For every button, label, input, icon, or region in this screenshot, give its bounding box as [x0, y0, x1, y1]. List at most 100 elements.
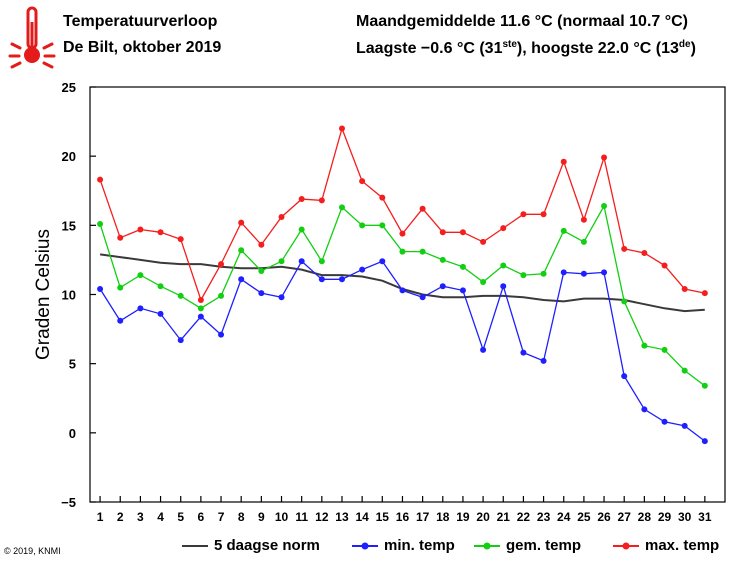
data-point-gem-temp	[399, 248, 406, 255]
data-point-min-temp	[419, 294, 426, 301]
legend-symbol	[182, 544, 208, 547]
data-point-max-temp	[500, 225, 507, 232]
data-point-min-temp	[480, 346, 487, 353]
data-point-max-temp	[298, 196, 305, 203]
data-point-gem-temp	[97, 220, 104, 227]
data-point-min-temp	[157, 310, 164, 317]
x-tick-label: 13	[335, 510, 349, 524]
x-tick-label: 18	[436, 510, 450, 524]
data-point-gem-temp	[621, 298, 628, 305]
data-point-gem-temp	[117, 284, 124, 291]
data-point-gem-temp	[661, 346, 668, 353]
data-point-min-temp	[97, 285, 104, 292]
data-point-min-temp	[298, 258, 305, 265]
data-point-gem-temp	[419, 248, 426, 255]
data-point-max-temp	[238, 219, 245, 226]
data-point-gem-temp	[218, 292, 225, 299]
x-tick-label: 9	[258, 510, 265, 524]
data-point-min-temp	[137, 305, 144, 312]
data-point-max-temp	[681, 285, 688, 292]
data-point-min-temp	[238, 276, 245, 283]
data-point-max-temp	[560, 158, 567, 165]
data-point-max-temp	[97, 176, 104, 183]
legend-item: min. temp	[352, 537, 455, 554]
x-tick-label: 24	[557, 510, 571, 524]
copyright: © 2019, KNMI	[4, 546, 61, 556]
data-point-max-temp	[419, 205, 426, 212]
data-point-max-temp	[480, 238, 487, 245]
x-tick-label: 28	[638, 510, 652, 524]
data-point-min-temp	[560, 269, 567, 276]
y-axis-label: Graden Celsius	[33, 229, 54, 360]
data-point-gem-temp	[258, 267, 265, 274]
data-point-gem-temp	[137, 272, 144, 279]
data-point-max-temp	[218, 261, 225, 268]
data-point-min-temp	[701, 438, 708, 445]
data-point-min-temp	[621, 373, 628, 380]
x-tick-label: 31	[698, 510, 712, 524]
legend-item: 5 daagse norm	[182, 537, 320, 554]
x-tick-label: 26	[597, 510, 611, 524]
x-tick-label: 1	[97, 510, 104, 524]
y-tick-label: 0	[69, 426, 76, 441]
data-point-gem-temp	[238, 247, 245, 254]
y-tick-label: 10	[62, 288, 76, 303]
data-point-max-temp	[701, 290, 708, 297]
data-point-max-temp	[117, 234, 124, 241]
data-point-min-temp	[318, 276, 325, 283]
data-point-gem-temp	[177, 292, 184, 299]
x-tick-label: 20	[476, 510, 490, 524]
data-point-min-temp	[540, 357, 547, 364]
x-tick-label: 27	[618, 510, 632, 524]
data-point-min-temp	[359, 266, 366, 273]
x-tick-label: 22	[517, 510, 531, 524]
thermometer-icon	[8, 6, 56, 69]
data-point-gem-temp	[540, 270, 547, 277]
data-point-gem-temp	[379, 222, 386, 229]
data-point-min-temp	[218, 331, 225, 338]
x-tick-label: 30	[678, 510, 692, 524]
data-point-min-temp	[681, 422, 688, 429]
data-point-min-temp	[520, 349, 527, 356]
data-point-min-temp	[399, 287, 406, 294]
data-point-max-temp	[661, 262, 668, 269]
data-point-max-temp	[399, 230, 406, 237]
data-point-max-temp	[338, 125, 345, 132]
data-point-max-temp	[359, 178, 366, 185]
data-point-min-temp	[338, 276, 345, 283]
x-tick-label: 19	[456, 510, 470, 524]
data-point-gem-temp	[520, 272, 527, 279]
data-point-gem-temp	[197, 305, 204, 312]
x-tick-label: 29	[658, 510, 672, 524]
chart-title: Temperatuurverloop	[63, 13, 218, 30]
data-point-gem-temp	[580, 238, 587, 245]
data-point-gem-temp	[439, 256, 446, 263]
data-point-max-temp	[520, 211, 527, 218]
data-point-gem-temp	[278, 258, 285, 265]
y-tick-label: 15	[62, 218, 76, 233]
data-point-min-temp	[641, 406, 648, 413]
data-point-max-temp	[580, 216, 587, 223]
y-tick-label: 5	[69, 357, 76, 372]
data-point-max-temp	[137, 226, 144, 233]
data-point-gem-temp	[701, 382, 708, 389]
data-point-min-temp	[500, 283, 507, 290]
legend-symbol	[613, 542, 639, 549]
data-point-max-temp	[157, 229, 164, 236]
data-point-min-temp	[379, 258, 386, 265]
x-tick-label: 23	[537, 510, 551, 524]
legend-label: min. temp	[384, 537, 455, 554]
data-point-min-temp	[278, 294, 285, 301]
legend-item: max. temp	[613, 537, 719, 554]
x-tick-label: 3	[137, 510, 144, 524]
series-line-max-temp	[99, 126, 705, 302]
data-point-min-temp	[197, 313, 204, 320]
x-tick-label: 12	[315, 510, 329, 524]
x-tick-label: 25	[577, 510, 591, 524]
data-point-gem-temp	[157, 283, 164, 290]
data-point-max-temp	[318, 197, 325, 204]
x-tick-label: 16	[396, 510, 410, 524]
legend-symbol	[352, 542, 378, 549]
data-point-gem-temp	[500, 262, 507, 269]
x-tick-label: 8	[238, 510, 245, 524]
